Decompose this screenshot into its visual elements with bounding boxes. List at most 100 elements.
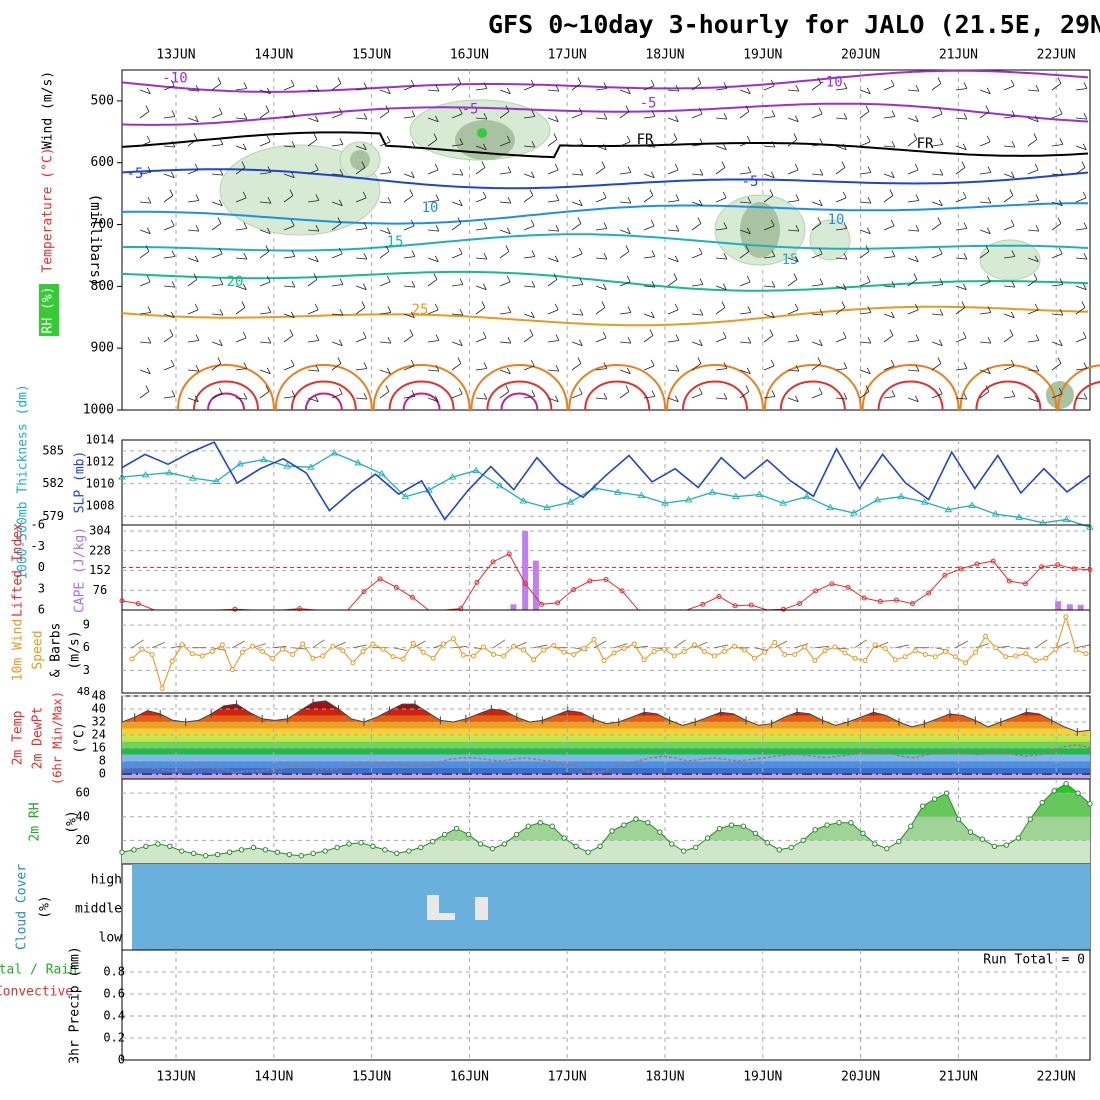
wind-barb xyxy=(723,82,728,89)
wind-barb xyxy=(673,133,678,140)
lifted-index-point xyxy=(603,577,609,583)
surface-temp-contour xyxy=(1073,381,1100,411)
dewpoint-axis-label: 2m DewPt xyxy=(31,707,46,770)
wind-barb xyxy=(433,273,438,280)
wind-barb xyxy=(787,229,799,232)
rh-point xyxy=(752,830,759,837)
wind-barb xyxy=(771,280,776,288)
wind-barb xyxy=(259,229,271,235)
wind-barb xyxy=(859,229,871,235)
wind-barb xyxy=(747,196,752,204)
wind-barb xyxy=(139,229,151,235)
wind-barb xyxy=(363,392,368,400)
wind-barb xyxy=(146,367,151,374)
temperature-tick-label: 24 xyxy=(92,728,106,742)
rh-point xyxy=(740,823,747,829)
wind-barb xyxy=(571,144,583,147)
wind-barb xyxy=(715,167,726,175)
rh-point xyxy=(884,845,890,852)
temperature-axis-unit: (°C) xyxy=(73,722,88,753)
wind-barb xyxy=(691,253,703,259)
wind-barb xyxy=(499,341,511,344)
wind-barb xyxy=(547,200,559,203)
wind-barb xyxy=(403,396,415,399)
temperature-band xyxy=(122,715,1090,723)
wind-barb xyxy=(499,369,511,375)
wind-tick-label-48: 48 xyxy=(77,685,90,698)
wind-barb xyxy=(411,140,416,148)
thickness-point xyxy=(307,463,315,470)
wind-barb xyxy=(1011,280,1016,288)
temperature-band xyxy=(122,754,1090,762)
cape-tick-label: 228 xyxy=(89,543,111,557)
wind-barb xyxy=(979,341,991,344)
wind-barb xyxy=(410,359,415,367)
wind-barb xyxy=(434,395,439,402)
wind-barb xyxy=(843,112,848,120)
rh-point xyxy=(214,851,221,858)
wind-barb xyxy=(867,306,872,313)
wind-barb xyxy=(147,306,152,313)
wind-barb xyxy=(553,273,558,280)
lifted-index-point xyxy=(409,594,415,600)
wind-speed-point xyxy=(902,654,908,660)
wind-barb xyxy=(1033,133,1038,140)
wind-barb xyxy=(451,173,463,176)
wind-barb xyxy=(691,363,702,371)
wind-barb xyxy=(547,397,559,403)
wind-barb xyxy=(715,337,727,343)
wind-speed-point xyxy=(922,652,928,658)
rh-point xyxy=(501,841,508,847)
wind-barb xyxy=(243,82,248,89)
wind-barb xyxy=(811,113,823,119)
wind-barb xyxy=(715,307,726,315)
wind-barb xyxy=(1051,173,1063,176)
wind-barb xyxy=(499,312,511,315)
wind-barb xyxy=(866,367,871,374)
wind-barb xyxy=(219,168,224,176)
wind-barb xyxy=(211,363,222,371)
wind-barb xyxy=(379,111,390,119)
wind-barb xyxy=(867,166,872,173)
lifted-index-point xyxy=(296,606,302,612)
rh-point xyxy=(286,851,293,858)
temperature-band xyxy=(122,700,1090,703)
wind-barb xyxy=(843,362,848,369)
wind-barb xyxy=(643,225,655,231)
wind-barb xyxy=(379,369,391,375)
wind-barb xyxy=(715,368,727,371)
wind-barb xyxy=(739,141,751,147)
rh-point xyxy=(334,844,340,851)
surface-temp-contour xyxy=(568,364,667,411)
wind-barb xyxy=(427,117,439,123)
wind-barb xyxy=(1027,89,1039,92)
wind-barb xyxy=(243,222,248,229)
wind-barb xyxy=(626,275,631,283)
wind-barb xyxy=(691,393,703,399)
wind-barb xyxy=(1059,308,1064,316)
wind-barb xyxy=(1003,145,1015,148)
rh-point xyxy=(788,844,794,851)
wind-barb xyxy=(1034,163,1039,171)
wind-barb xyxy=(241,161,246,168)
wind-barb xyxy=(235,307,246,315)
wind-barb xyxy=(650,171,655,178)
rh-point xyxy=(776,847,782,853)
rh-point xyxy=(430,838,436,845)
wind-barb xyxy=(283,396,295,399)
thickness-point xyxy=(519,497,528,504)
wind-barb xyxy=(409,329,414,336)
precip-tick-label: 0.8 xyxy=(103,965,125,979)
rh-point xyxy=(931,796,938,802)
date-label-top: 18JUN xyxy=(645,48,684,63)
wind-barb xyxy=(739,391,750,399)
wind-barb xyxy=(171,140,176,148)
wind-barb xyxy=(507,306,512,313)
wind-barb xyxy=(867,336,872,344)
surface-wind-barb xyxy=(1015,647,1030,650)
cloud-gap xyxy=(475,897,488,920)
wind-barb xyxy=(1010,79,1015,87)
wind-barb xyxy=(547,229,559,232)
rh-point xyxy=(573,843,579,849)
wind-barb xyxy=(619,312,631,315)
